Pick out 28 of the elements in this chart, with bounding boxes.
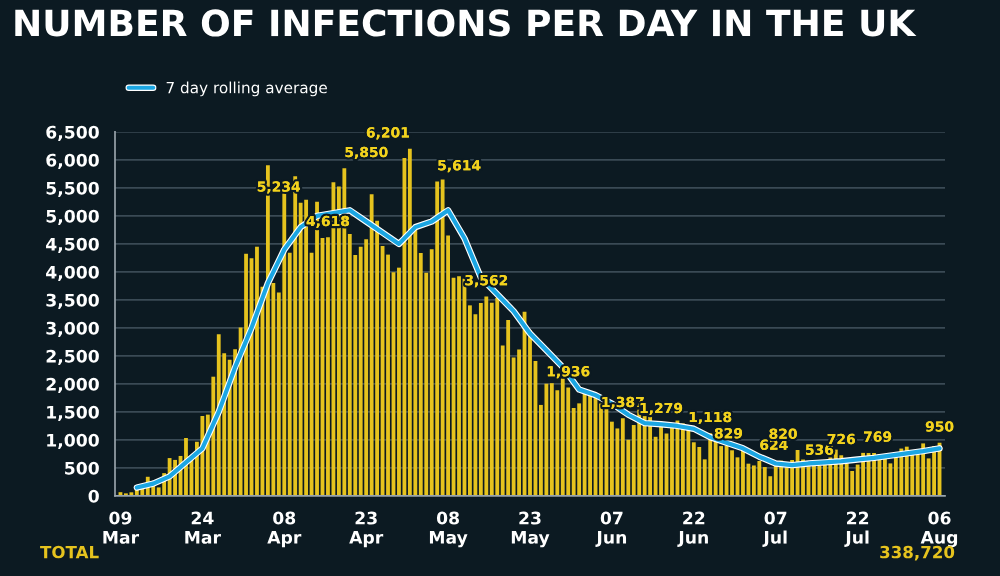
y-tick-label: 2,500 xyxy=(46,349,99,365)
x-tick-label: 09 Mar xyxy=(103,511,140,544)
y-tick-label: 3,000 xyxy=(46,321,99,337)
x-tick-label: 23 May xyxy=(511,511,550,548)
x-tick-label: 07 Jul xyxy=(762,511,787,548)
x-tick-label: 08 May xyxy=(429,511,468,548)
text: 338,720 xyxy=(880,545,955,561)
text: TOTAL xyxy=(40,545,99,559)
x-tick-label: 22 Jun xyxy=(677,511,708,548)
y-tick-label: 4,000 xyxy=(46,265,99,281)
y-tick-label: 4,500 xyxy=(46,237,99,253)
y-tick-label: 500 xyxy=(65,461,99,475)
y-tick-label: 6,500 xyxy=(46,125,99,141)
y-tick-label: 1,500 xyxy=(47,405,99,421)
y-tick-label: 5,000 xyxy=(46,209,99,225)
y-tick-label: 1,000 xyxy=(47,433,99,449)
y-tick-label: 0 xyxy=(88,489,99,503)
y-tick-label: 3,500 xyxy=(46,293,99,309)
x-tick-label: 23 Apr xyxy=(349,511,384,548)
y-tick-label: 6,000 xyxy=(46,153,99,169)
x-tick-label: 22 Jul xyxy=(844,511,869,548)
x-tick-label: 07 Jun xyxy=(595,511,627,548)
y-tick-label: 2,000 xyxy=(46,377,99,393)
x-tick-label: 08 Apr xyxy=(267,511,302,548)
chart-title: NUMBER OF INFECTIONS PER DAY IN THE UK xyxy=(15,9,917,37)
y-tick-label: 5,500 xyxy=(46,181,99,197)
x-tick-label: 06 Aug xyxy=(920,511,958,548)
x-tick-label: 24 Mar xyxy=(185,511,221,544)
